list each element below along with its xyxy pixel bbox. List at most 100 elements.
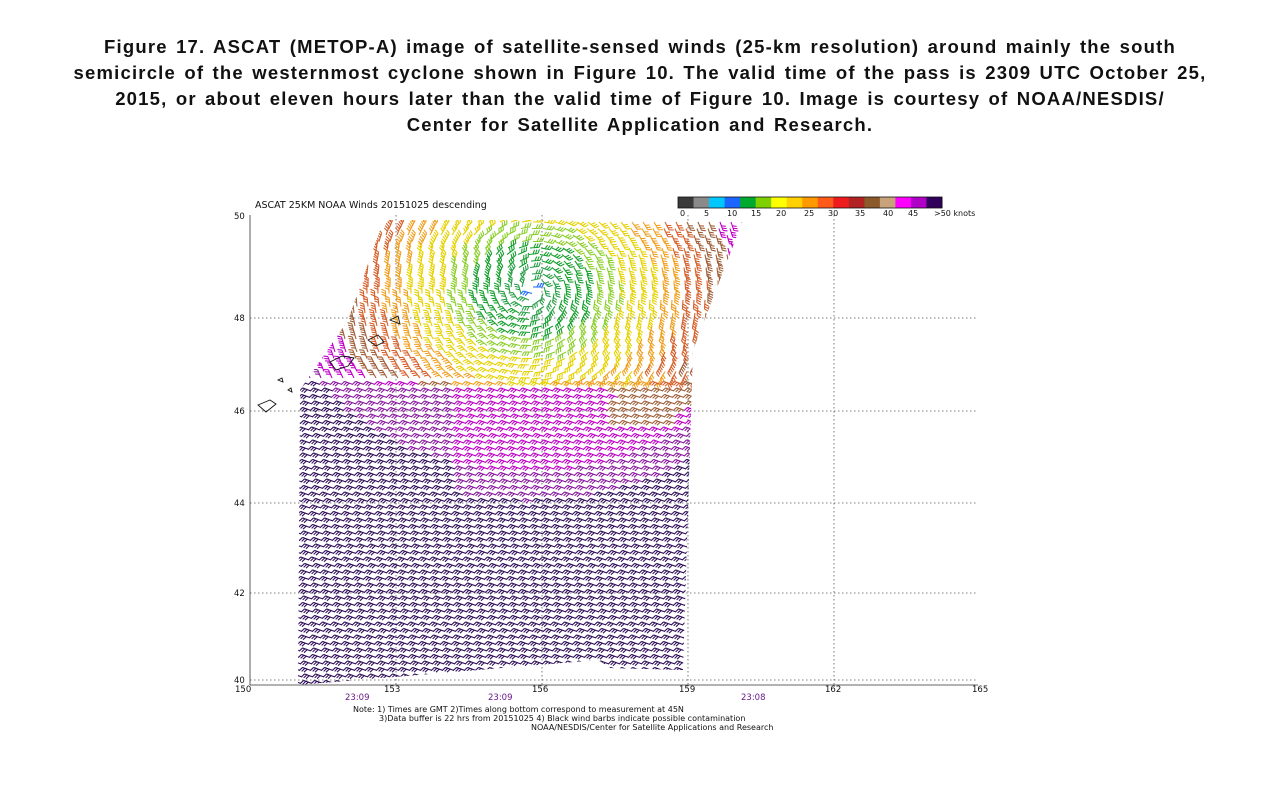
wind-barb: [573, 601, 587, 608]
wind-barb: [734, 364, 741, 378]
wind-barb: [672, 517, 686, 524]
wind-barb: [564, 608, 578, 615]
wind-barb: [560, 621, 574, 628]
wind-barb: [298, 471, 312, 478]
wind-barb: [640, 419, 654, 426]
wind-barb: [466, 230, 473, 242]
wind-barb: [651, 530, 665, 537]
wind-barb: [417, 235, 424, 249]
wind-barb: [505, 491, 519, 498]
wind-barb: [572, 393, 586, 400]
wind-barb: [429, 588, 443, 595]
wind-barb: [693, 523, 707, 530]
wind-barb: [340, 640, 354, 647]
wind-barb: [551, 517, 565, 524]
wind-barb: [703, 445, 717, 452]
wind-barb: [552, 660, 566, 667]
wind-barb: [349, 342, 358, 353]
wind-barb: [544, 338, 555, 348]
wind-barb: [723, 364, 729, 378]
wind-barb: [359, 288, 365, 301]
wind-barb: [298, 556, 310, 563]
wind-barb: [362, 510, 376, 517]
wind-barb: [387, 595, 401, 602]
wind-barb: [298, 321, 300, 333]
wind-barb: [661, 452, 675, 459]
wind-barb: [662, 280, 669, 292]
wind-barb: [399, 432, 413, 439]
wind-barb: [726, 393, 740, 400]
wind-barb: [603, 351, 611, 364]
wind-barb: [308, 439, 322, 446]
wind-barb: [551, 267, 564, 274]
wind-barb: [682, 653, 696, 660]
wind-barb: [366, 627, 380, 634]
wind-barb-map-canvas: [249, 196, 978, 686]
wind-barb: [650, 387, 664, 394]
wind-barb: [510, 301, 523, 307]
wind-barb: [298, 640, 310, 647]
wind-barb: [682, 312, 688, 325]
wind-barb: [573, 582, 587, 589]
wind-barb: [388, 562, 402, 569]
wind-barb: [456, 303, 465, 314]
wind-barb: [429, 653, 443, 660]
wind-barb: [451, 439, 465, 446]
wind-barb: [361, 255, 367, 268]
wind-barb: [618, 280, 625, 292]
wind-barb: [398, 484, 412, 491]
wind-barb: [343, 465, 357, 472]
wind-barb: [696, 478, 710, 485]
wind-barb: [649, 458, 663, 465]
wind-barb: [727, 601, 741, 608]
wind-barb: [421, 432, 435, 439]
wind-barb: [321, 530, 335, 537]
wind-barb: [551, 471, 565, 478]
wind-barb: [435, 288, 442, 301]
wind-barb: [716, 517, 730, 524]
wind-barb: [630, 562, 644, 569]
wind-barb: [692, 380, 706, 387]
wind-barb: [703, 491, 717, 498]
wind-barb: [498, 543, 512, 550]
wind-barb: [309, 601, 323, 608]
wind-barb: [628, 666, 642, 673]
wind-barb: [674, 306, 680, 319]
wind-barb: [298, 341, 303, 353]
wind-barb: [409, 220, 416, 229]
wind-barb: [455, 310, 464, 320]
wind-barb: [305, 328, 313, 340]
wind-barb: [362, 380, 376, 387]
wind-barb: [689, 364, 696, 378]
wind-barb: [474, 666, 488, 673]
wind-barb: [462, 588, 476, 595]
wind-barb: [307, 621, 321, 628]
wind-barb: [441, 647, 455, 654]
wind-barb: [418, 275, 424, 288]
wind-barb: [715, 569, 729, 576]
wind-barb: [542, 273, 555, 280]
wind-barb: [398, 614, 412, 621]
wind-barb: [604, 491, 618, 498]
wind-barb: [529, 318, 541, 327]
wind-barb: [370, 315, 378, 327]
wind-barb: [451, 569, 465, 576]
wind-barb: [693, 634, 707, 641]
wind-barb: [729, 413, 743, 420]
wind-barb: [673, 260, 681, 272]
wind-barb: [309, 666, 323, 673]
wind-barb: [517, 523, 531, 530]
wind-barb: [637, 621, 651, 628]
wind-barb: [518, 387, 532, 394]
wind-barb: [370, 329, 379, 340]
wind-barb: [509, 262, 516, 275]
wind-barb: [583, 634, 597, 641]
wind-barb: [429, 262, 435, 275]
wind-barb: [377, 673, 391, 680]
wind-barb: [592, 312, 599, 326]
wind-barb: [420, 595, 434, 602]
wind-barb: [618, 530, 632, 537]
wind-barb: [597, 673, 611, 680]
wind-barb: [431, 660, 445, 667]
wind-barb: [727, 267, 734, 279]
